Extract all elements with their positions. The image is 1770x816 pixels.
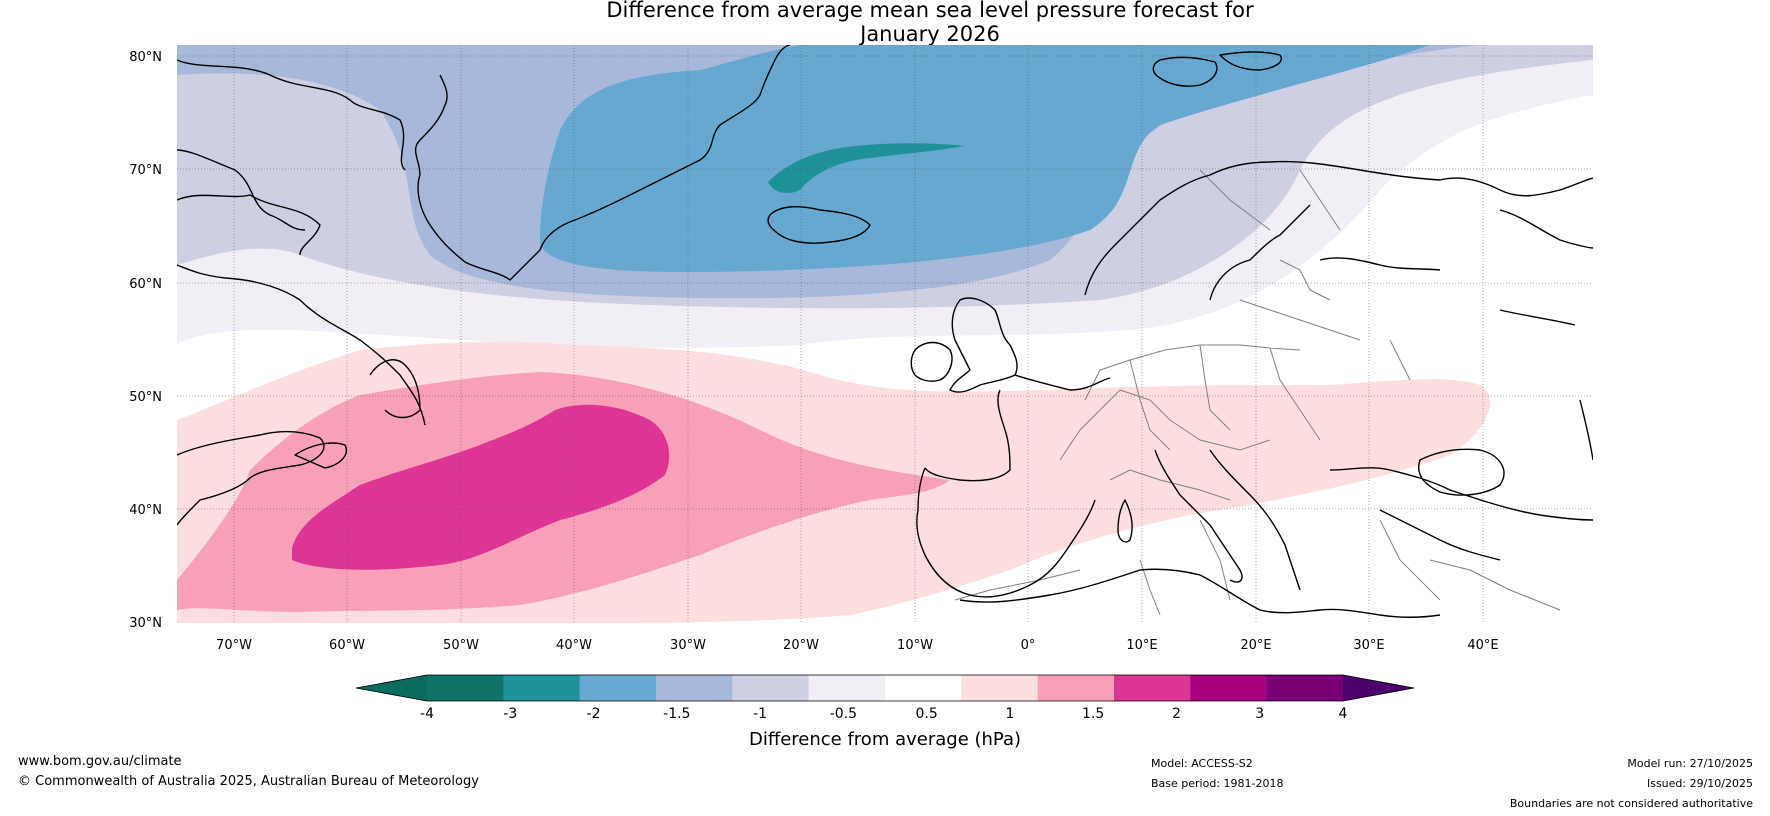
lat-label: 40°N: [129, 503, 162, 518]
colorbar-segment: [808, 675, 886, 701]
colorbar-tick-label: -4: [420, 706, 434, 722]
colorbar-tick-label: 0.5: [916, 706, 938, 722]
base-period: Base period: 1981-2018: [1151, 777, 1284, 790]
contour-1.5-to-2: [292, 404, 670, 570]
lon-label: 50°W: [443, 638, 479, 653]
contour-minus-3-to-minus-2: [350, 45, 1430, 272]
map-frame: [177, 45, 1593, 623]
lon-label: 30°E: [1353, 638, 1384, 653]
map-title: Difference from average mean sea level p…: [0, 0, 1770, 46]
colorbar-tick-label: 1: [1005, 706, 1014, 722]
lon-label: 30°W: [670, 638, 706, 653]
lon-label: 60°W: [329, 638, 365, 653]
colorbar-segment: [503, 675, 581, 701]
contour-minus-4-to-minus-3: [768, 143, 965, 194]
issued-date: Issued: 29/10/2025: [1646, 777, 1753, 790]
lat-label: 30°N: [129, 616, 162, 631]
colorbar-tick-label: -3: [503, 706, 517, 722]
model-run-date: Model run: 27/10/2025: [1627, 757, 1753, 770]
lon-label: 70°W: [216, 638, 252, 653]
colorbar-tick-label: -1: [753, 706, 767, 722]
copyright-notice: © Commonwealth of Australia 2025, Austra…: [18, 774, 479, 789]
latitude-labels: 80°N 70°N 60°N 50°N 40°N 30°N: [129, 50, 162, 631]
colorbar-over-triangle: [1343, 675, 1414, 701]
colorbar-tick-label: 3: [1255, 706, 1264, 722]
colorbar-segment: [1266, 675, 1344, 701]
colorbar-segment: [961, 675, 1039, 701]
lon-label: 0°: [1021, 638, 1036, 653]
website-link[interactable]: www.bom.gov.au/climate: [18, 754, 182, 769]
colorbar-tick-label: -0.5: [830, 706, 857, 722]
title-line-1: Difference from average mean sea level p…: [606, 0, 1254, 22]
longitude-labels: 70°W 60°W 50°W 40°W 30°W 20°W 10°W 0° 10…: [216, 638, 1499, 653]
colorbar-outline: [355, 674, 1415, 702]
colorbar-segment: [1114, 675, 1191, 701]
lon-label: 20°E: [1240, 638, 1271, 653]
colorbar: -4 -3 -2 -1.5 -1 -0.5 0.5 1 1.5 2 3 4 Difference fr…: [355, 674, 1415, 750]
lat-label: 80°N: [129, 50, 162, 65]
colorbar-segment: [579, 675, 657, 701]
lon-label: 10°W: [897, 638, 933, 653]
coastlines: [177, 45, 1593, 618]
colorbar-segment: [656, 675, 733, 701]
lon-label: 40°W: [556, 638, 592, 653]
colorbar-segment: [1037, 675, 1115, 701]
colorbar-tick-label: 1.5: [1082, 706, 1104, 722]
lat-label: 60°N: [129, 277, 162, 292]
colorbar-tick-label: 2: [1172, 706, 1181, 722]
title-line-2: January 2026: [860, 22, 1000, 46]
lon-label: 20°W: [783, 638, 819, 653]
colorbar-tick-label: -2: [587, 706, 601, 722]
lon-label: 10°E: [1126, 638, 1157, 653]
model-name: Model: ACCESS-S2: [1151, 757, 1253, 770]
boundaries-disclaimer: Boundaries are not considered authoritat…: [1509, 797, 1753, 810]
colorbar-segment: [885, 675, 962, 701]
colorbar-label: Difference from average (hPa): [749, 729, 1021, 750]
colorbar-tick-label: -1.5: [663, 706, 690, 722]
colorbar-segment: [427, 675, 504, 701]
colorbar-segment: [1190, 675, 1268, 701]
lat-label: 50°N: [129, 390, 162, 405]
lat-label: 70°N: [129, 163, 162, 178]
colorbar-tick-label: 4: [1339, 706, 1348, 722]
colorbar-under-triangle: [356, 675, 427, 701]
lon-label: 40°E: [1467, 638, 1498, 653]
colorbar-segment: [732, 675, 810, 701]
gridlines: [177, 45, 1593, 623]
